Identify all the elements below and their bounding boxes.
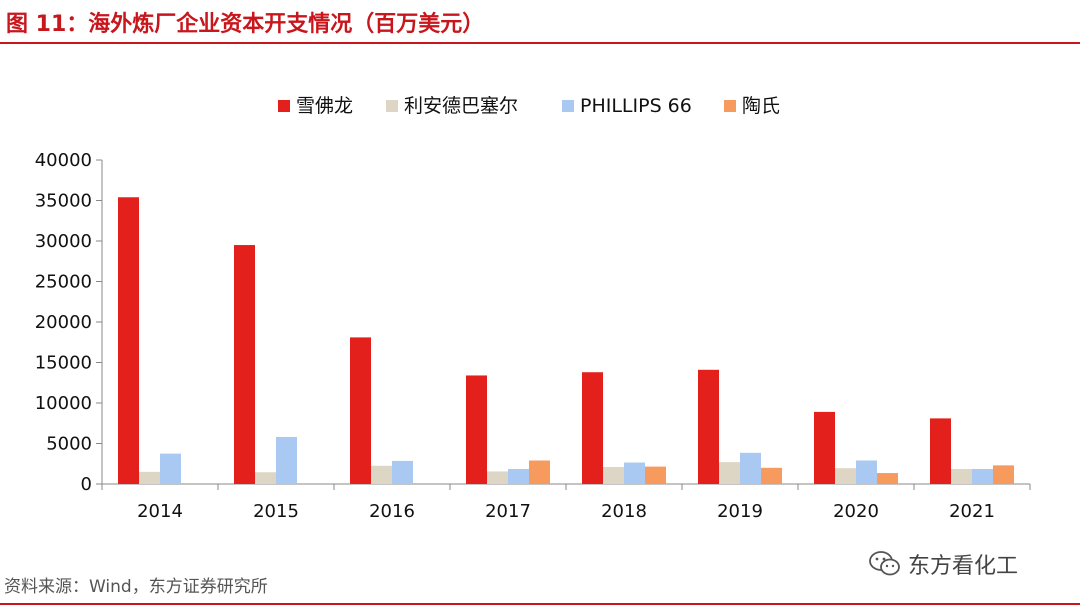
y-tick-label: 10000	[35, 393, 92, 414]
bar	[529, 460, 550, 484]
bar	[371, 465, 392, 484]
bar	[624, 462, 645, 484]
chart-legend: 雪佛龙 利安德巴塞尔 PHILLIPS 66 陶氏	[278, 95, 780, 117]
bar	[814, 411, 835, 484]
x-tick-label: 2021	[949, 501, 995, 522]
watermark-text: 东方看化工	[908, 554, 1019, 579]
bar	[951, 469, 972, 484]
y-tick-label: 35000	[35, 191, 92, 212]
wechat-icon	[869, 551, 900, 576]
x-tick-label: 2018	[601, 501, 647, 522]
legend-label: 雪佛龙	[296, 95, 353, 117]
legend-swatch	[386, 100, 398, 112]
bar	[835, 468, 856, 484]
y-tick-label: 15000	[35, 353, 92, 374]
bar-series-group	[118, 197, 1014, 484]
bar	[350, 337, 371, 484]
y-tick-label: 25000	[35, 272, 92, 293]
x-tick-label: 2017	[485, 501, 531, 522]
bar	[466, 375, 487, 484]
bar	[740, 452, 761, 484]
bar	[160, 453, 181, 484]
legend-label: 陶氏	[742, 95, 780, 117]
bar	[603, 466, 624, 484]
watermark: 东方看化工	[868, 548, 1018, 580]
y-tick-label: 30000	[35, 231, 92, 252]
y-axis: 0 5000 10000 15000 20000 25000 30000 35000 40000	[35, 150, 103, 495]
bar	[139, 471, 160, 484]
bar	[719, 462, 740, 484]
x-tick-label: 2014	[137, 501, 183, 522]
bar	[582, 372, 603, 484]
y-tick-label: 40000	[35, 150, 92, 171]
bar	[392, 460, 413, 484]
source-note: 资料来源：Wind，东方证券研究所	[4, 577, 268, 597]
bar	[877, 473, 898, 484]
bar	[234, 245, 255, 484]
legend-swatch	[278, 100, 290, 112]
x-tick-label: 2016	[369, 501, 415, 522]
y-tick-label: 5000	[46, 434, 92, 455]
legend-swatch	[562, 100, 574, 112]
bottom-divider	[0, 603, 1080, 605]
x-axis: 2014 2015 2016 2017 2018 2019 2020 2021	[101, 483, 1031, 522]
figure-title: 图 11：海外炼厂企业资本开支情况（百万美元）	[6, 12, 485, 37]
x-tick-label: 2019	[717, 501, 763, 522]
y-tick-label: 20000	[35, 312, 92, 333]
x-tick-label: 2015	[253, 501, 299, 522]
bar	[508, 469, 529, 484]
bar	[645, 466, 666, 484]
bar	[761, 467, 782, 484]
bar	[972, 469, 993, 484]
bar	[487, 471, 508, 484]
title-divider	[0, 42, 1080, 44]
bar	[698, 369, 719, 484]
x-tick-label: 2020	[833, 501, 879, 522]
bar	[255, 472, 276, 484]
bar	[993, 465, 1014, 484]
bar	[930, 418, 951, 484]
bar	[856, 460, 877, 484]
legend-label: PHILLIPS 66	[580, 95, 692, 117]
legend-swatch	[724, 100, 736, 112]
bar	[118, 197, 139, 484]
bar	[276, 437, 297, 484]
y-tick-label: 0	[81, 474, 92, 495]
legend-label: 利安德巴塞尔	[404, 95, 518, 117]
